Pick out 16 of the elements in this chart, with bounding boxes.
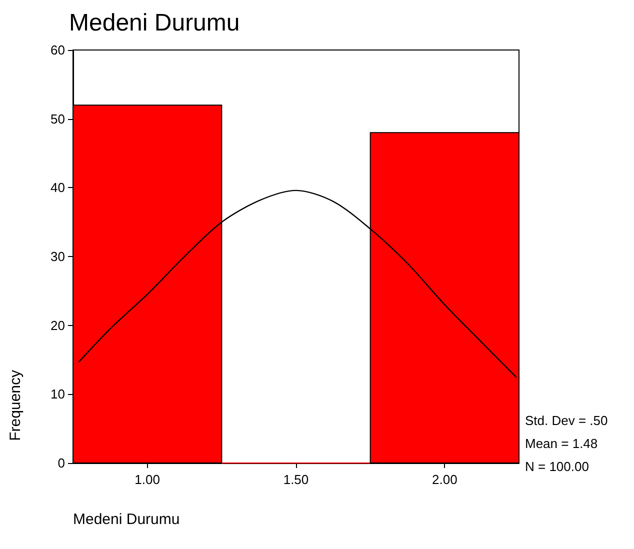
x-axis-title: Medeni Durumu <box>73 511 180 528</box>
x-tick-label: 1.00 <box>134 472 160 487</box>
y-tick-label: 50 <box>50 111 65 126</box>
y-tick-label: 10 <box>50 386 65 402</box>
y-tick-label: 30 <box>50 249 65 264</box>
y-tick-label: 40 <box>50 180 65 196</box>
y-tick-label: 60 <box>50 42 65 58</box>
text: Std. Dev = .50 <box>525 413 608 428</box>
x-tick-label: 1.50 <box>283 472 309 487</box>
y-axis-title: Frequency <box>7 370 24 441</box>
text: Mean = 1.48 <box>525 436 598 451</box>
x-tick-label: 2.00 <box>432 472 458 487</box>
chart-title: Medeni Durumu <box>69 10 240 36</box>
y-tick-label: 0 <box>58 456 65 470</box>
text: N = 100.00 <box>525 459 589 474</box>
y-tick-label: 20 <box>50 318 65 333</box>
